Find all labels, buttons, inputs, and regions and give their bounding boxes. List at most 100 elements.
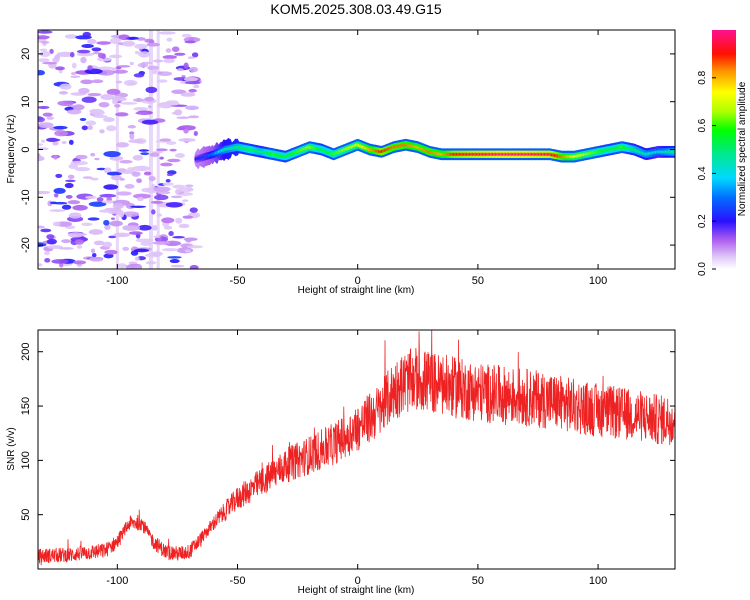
noise-blob [102,241,113,248]
noise-blob [49,138,61,142]
noise-blob [138,149,150,152]
noise-blob [68,139,74,145]
noise-blob [128,231,143,235]
noise-blob [183,128,189,134]
noise-blob [187,56,196,60]
noise-blob [184,249,191,253]
noise-blob [178,138,196,142]
noise-blob [80,56,87,64]
noise-blob [165,101,180,106]
noise-blob [74,166,91,172]
noise-blob [176,116,190,120]
snr-x-tick-label: -100 [106,575,128,587]
noise-blob [173,77,188,81]
snr-y-tick-label: 50 [20,509,32,521]
noise-blob [127,167,136,172]
noise-blob [82,31,91,38]
noise-blob [135,238,154,243]
noise-blob [57,100,74,107]
noise-blob [184,184,194,188]
noise-blob [91,109,105,116]
noise-blob [98,101,110,108]
snr-panel: -100 -50 0 50 100 50 100 150 200 Height of stra… [6,329,676,596]
snr-y-tick-label: 100 [20,451,32,469]
noise-blob [137,62,149,68]
noise-blob [106,88,121,95]
noise-blob [53,193,59,198]
spectrogram-y-tick-label: -10 [20,189,32,205]
noise-blob [73,260,87,265]
noise-blob [38,58,50,63]
noise-blob [99,193,117,198]
colorbar-tick-label: 0.4 [697,166,708,180]
noise-blob [132,193,151,199]
colorbar-tick-label: 0.0 [697,262,708,276]
noise-blob [49,48,54,54]
noise-blob [46,116,55,120]
noise-blob [52,57,60,63]
noise-blob [106,171,122,176]
noise-blob [46,238,57,245]
noise-blob [133,73,145,78]
noise-blob [153,186,171,192]
noise-blob [115,80,123,84]
noise-blob [134,265,142,269]
noise-blob [162,55,177,60]
colorbar-label: Normalized spectral amplitude [737,81,748,216]
noise-blob [76,52,95,57]
noise-blob [162,182,174,186]
spectrogram-y-axis-label: Frequency (Hz) [6,115,17,184]
noise-blob [53,125,68,130]
noise-blob [115,112,129,117]
noise-blob [38,143,44,146]
colorbar-gradient [712,30,736,269]
noise-blob [140,152,150,156]
noise-blob [128,36,139,40]
noise-blob [165,178,171,183]
noise-blob [122,246,130,251]
noise-blob [59,262,64,268]
noise-blob [182,215,194,219]
noise-blob [156,213,162,217]
noise-blob [75,154,88,160]
noise-blob [96,197,104,202]
noise-blob [100,94,115,100]
noise-blob [183,77,199,82]
noise-blob [185,105,199,111]
noise-blob [185,238,192,243]
noise-blob [144,96,155,102]
noise-blob [180,92,196,97]
noise-blob [166,141,177,145]
noise-blob [72,204,88,211]
noise-blob [171,89,187,95]
spectrogram-x-axis-label: Height of straight line (km) [298,285,415,296]
noise-blob [116,191,132,196]
noise-blob [154,194,169,201]
noise-blob [76,245,83,249]
noise-blob [67,200,81,205]
noise-blob [188,115,200,119]
noise-blob [93,240,105,246]
noise-blob [55,66,65,71]
noise-blob [165,48,172,53]
noise-blob [193,84,200,89]
noise-blob [137,224,152,231]
noise-blob [39,50,51,58]
noise-blob [61,239,71,244]
noise-blob [47,245,63,250]
noise-blob [122,224,141,231]
noise-blob [59,247,74,250]
noise-blob [161,217,175,224]
noise-blob [145,261,157,265]
noise-blob [38,263,43,267]
noise-blob [104,249,118,255]
noise-blob [186,186,193,192]
noise-blob [72,104,85,111]
noise-blob [56,51,74,57]
noise-blob [167,158,181,163]
noise-blob [112,202,124,210]
noise-blob [94,157,100,161]
noise-blob [151,68,158,75]
snr-y-tick-label: 200 [20,343,32,361]
